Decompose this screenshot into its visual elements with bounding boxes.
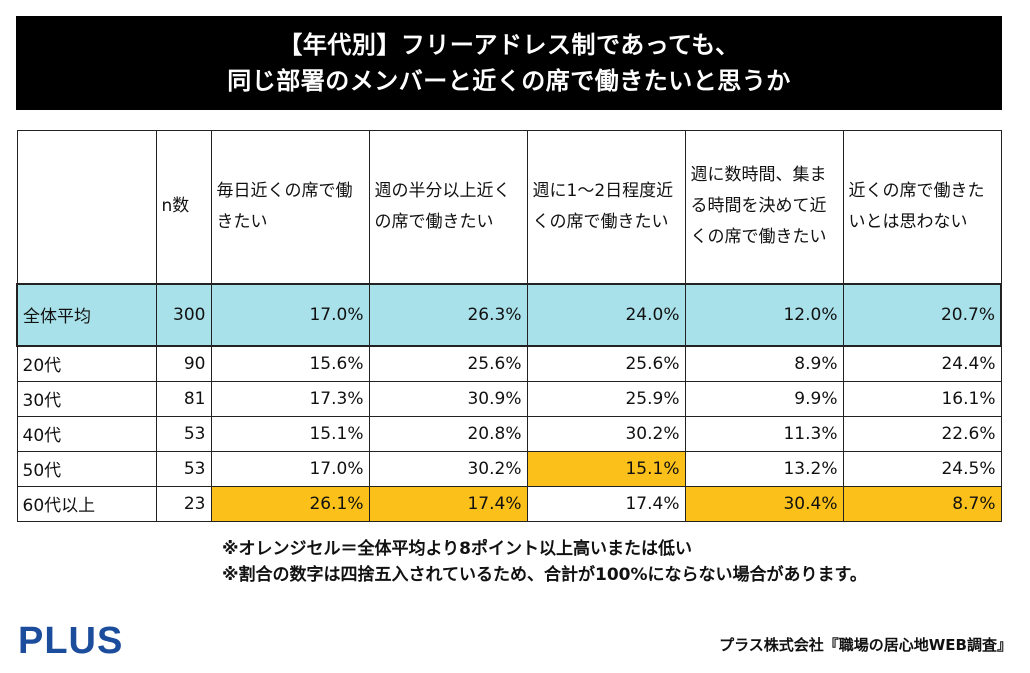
row-value: 17.4% — [526, 485, 686, 522]
table-row: 20代 90 15.6% 25.6% 25.6% 8.9% 24.4% — [16, 345, 1002, 382]
row-value: 17.0% — [210, 282, 370, 347]
row-label: 20代 — [16, 345, 157, 382]
row-n: 53 — [155, 415, 212, 452]
header-col1: 毎日近くの席で働きたい — [210, 130, 370, 284]
title-line-1: 【年代別】フリーアドレス制であっても、 — [278, 31, 740, 59]
footnote-rounding: ※割合の数字は四捨五入されているため、合計が100%にならない場合があります。 — [222, 565, 867, 585]
row-value: 22.6% — [842, 415, 1002, 452]
row-n: 300 — [155, 282, 212, 347]
row-n: 53 — [155, 450, 212, 487]
header-col3: 週に1〜2日程度近くの席で働きたい — [526, 130, 686, 284]
table-row: 50代 53 17.0% 30.2% 15.1% 13.2% 24.5% — [16, 450, 1002, 487]
row-n: 81 — [155, 380, 212, 417]
header-col4: 週に数時間、集まる時間を決めて近くの席で働きたい — [684, 130, 844, 284]
row-value-highlighted: 30.4% — [684, 485, 844, 522]
title-line-2: 同じ部署のメンバーと近くの席で働きたいと思うか — [227, 67, 791, 95]
row-label: 30代 — [16, 380, 157, 417]
row-value: 30.2% — [526, 415, 686, 452]
table-header-row: n数 毎日近くの席で働きたい 週の半分以上近くの席で働きたい 週に1〜2日程度近… — [16, 130, 1002, 284]
row-value: 17.3% — [210, 380, 370, 417]
row-value: 30.9% — [368, 380, 528, 417]
row-value: 9.9% — [684, 380, 844, 417]
row-value: 13.2% — [684, 450, 844, 487]
row-n: 90 — [155, 345, 212, 382]
row-value: 26.3% — [368, 282, 528, 347]
row-value-highlighted: 26.1% — [210, 485, 370, 522]
row-label: 60代以上 — [16, 485, 157, 522]
row-value-highlighted: 8.7% — [842, 485, 1002, 522]
row-value: 24.4% — [842, 345, 1002, 382]
title-banner: 【年代別】フリーアドレス制であっても、 同じ部署のメンバーと近くの席で働きたいと… — [16, 16, 1002, 110]
header-label — [16, 130, 157, 284]
row-value: 25.6% — [526, 345, 686, 382]
table-row-average: 全体平均 300 17.0% 26.3% 24.0% 12.0% 20.7% — [16, 282, 1002, 347]
row-value-highlighted: 15.1% — [526, 450, 686, 487]
row-value: 16.1% — [842, 380, 1002, 417]
row-value: 24.5% — [842, 450, 1002, 487]
row-value-highlighted: 17.4% — [368, 485, 528, 522]
row-value: 20.8% — [368, 415, 528, 452]
row-value: 12.0% — [684, 282, 844, 347]
table-row: 40代 53 15.1% 20.8% 30.2% 11.3% 22.6% — [16, 415, 1002, 452]
row-value: 30.2% — [368, 450, 528, 487]
source-credit: プラス株式会社『職場の居心地WEB調査』 — [719, 636, 1012, 654]
row-value: 25.6% — [368, 345, 528, 382]
header-col2: 週の半分以上近くの席で働きたい — [368, 130, 528, 284]
survey-table: n数 毎日近くの席で働きたい 週の半分以上近くの席で働きたい 週に1〜2日程度近… — [16, 130, 1002, 522]
row-value: 20.7% — [842, 282, 1002, 347]
row-value: 15.6% — [210, 345, 370, 382]
row-label: 全体平均 — [16, 282, 157, 347]
row-value: 17.0% — [210, 450, 370, 487]
row-value: 8.9% — [684, 345, 844, 382]
footnote-highlight: ※オレンジセル＝全体平均より8ポイント以上高いまたは低い — [222, 539, 693, 559]
row-value: 25.9% — [526, 380, 686, 417]
row-label: 40代 — [16, 415, 157, 452]
table-row: 30代 81 17.3% 30.9% 25.9% 9.9% 16.1% — [16, 380, 1002, 417]
plus-logo: PLUS — [18, 620, 124, 662]
footnotes: ※オレンジセル＝全体平均より8ポイント以上高いまたは低い ※割合の数字は四捨五入… — [222, 536, 867, 588]
table-row: 60代以上 23 26.1% 17.4% 17.4% 30.4% 8.7% — [16, 485, 1002, 522]
row-value: 24.0% — [526, 282, 686, 347]
row-value: 11.3% — [684, 415, 844, 452]
header-col5: 近くの席で働きたいとは思わない — [842, 130, 1002, 284]
row-n: 23 — [155, 485, 212, 522]
row-label: 50代 — [16, 450, 157, 487]
header-n: n数 — [155, 130, 212, 284]
row-value: 15.1% — [210, 415, 370, 452]
